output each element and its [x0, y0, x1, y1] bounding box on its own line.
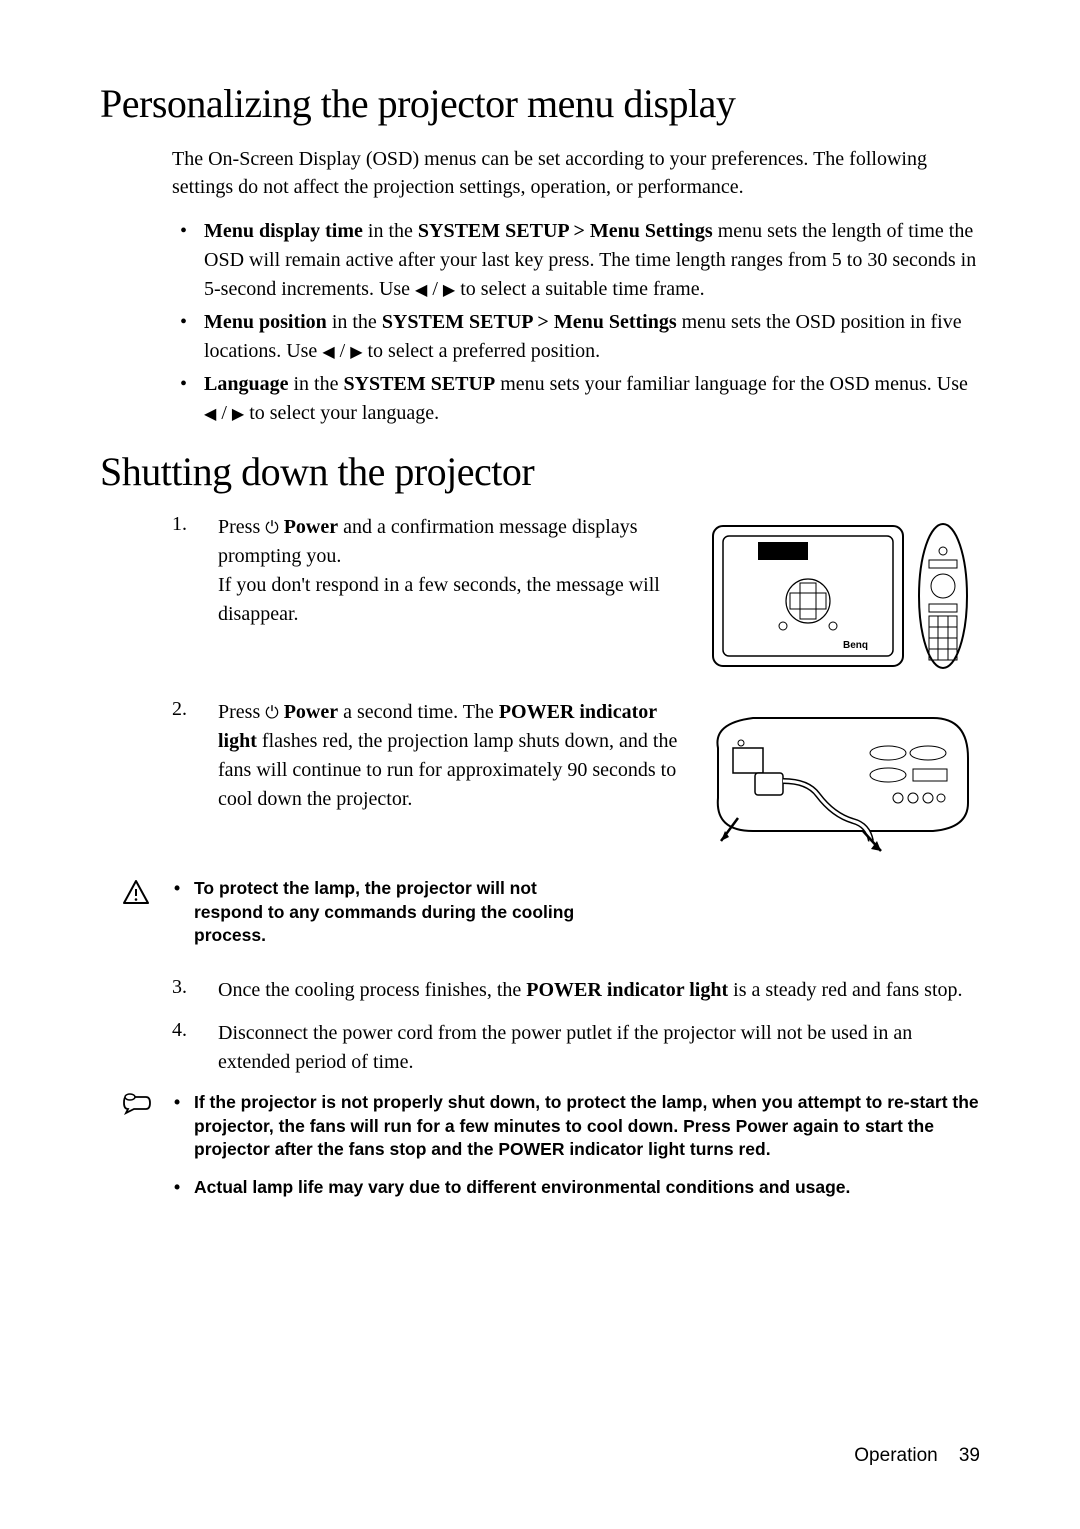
step-number: 3.: [172, 976, 218, 1005]
note-icon: [122, 1093, 150, 1120]
step-number: 1.: [172, 513, 218, 629]
note-lamp-life: Actual lamp life may vary due to differe…: [168, 1176, 980, 1200]
left-arrow-icon: [322, 340, 334, 362]
intro-paragraph: The On-Screen Display (OSD) menus can be…: [172, 145, 980, 201]
page-footer: Operation 39: [854, 1445, 980, 1467]
heading-shutdown: Shutting down the projector: [100, 448, 980, 495]
warning-cooling-text: To protect the lamp, the projector will …: [168, 877, 588, 948]
note-improper-shutdown: If the projector is not properly shut do…: [168, 1091, 980, 1162]
step-2-text: Press Power a second time. The POWER ind…: [218, 698, 700, 814]
right-arrow-icon: [443, 278, 455, 300]
step-2-row: 2. Press Power a second time. The POWER …: [172, 698, 980, 863]
settings-bullet-list: Menu display time in the SYSTEM SETUP > …: [172, 217, 980, 428]
step-number: 2.: [172, 698, 218, 814]
bullet-menu-position: Menu position in the SYSTEM SETUP > Menu…: [172, 308, 980, 366]
svg-text:Benq: Benq: [843, 640, 868, 651]
warning-cooling-row: To protect the lamp, the projector will …: [122, 877, 980, 962]
shutdown-steps-cont: 3. Once the cooling process finishes, th…: [172, 976, 980, 1077]
step-4-row: 4. Disconnect the power cord from the po…: [172, 1019, 980, 1077]
shutdown-steps-list: 1. Press Power and a confirmation messag…: [172, 513, 980, 863]
figure-projector-top-remote: Benq: [700, 513, 980, 678]
right-arrow-icon: [350, 340, 362, 362]
heading-personalize: Personalizing the projector menu display: [100, 80, 980, 127]
warning-icon: [122, 879, 150, 910]
step-1-text: Press Power and a confirmation message d…: [218, 513, 700, 629]
step-1-row: 1. Press Power and a confirmation messag…: [172, 513, 980, 678]
left-arrow-icon: [415, 278, 427, 300]
footer-page-number: 39: [959, 1445, 980, 1466]
bullet-language: Language in the SYSTEM SETUP menu sets y…: [172, 370, 980, 428]
bullet-menu-display-time: Menu display time in the SYSTEM SETUP > …: [172, 217, 980, 304]
right-arrow-icon: [232, 402, 244, 424]
step-4-text: Disconnect the power cord from the power…: [218, 1019, 980, 1077]
step-number: 4.: [172, 1019, 218, 1077]
left-arrow-icon: [204, 402, 216, 424]
footer-section-label: Operation: [854, 1445, 937, 1466]
power-icon: [265, 701, 278, 723]
step-3-row: 3. Once the cooling process finishes, th…: [172, 976, 980, 1005]
note-row: If the projector is not properly shut do…: [122, 1091, 980, 1214]
step-3-text: Once the cooling process finishes, the P…: [218, 976, 980, 1005]
power-icon: [265, 516, 278, 538]
figure-projector-rear-cord: [700, 698, 980, 863]
